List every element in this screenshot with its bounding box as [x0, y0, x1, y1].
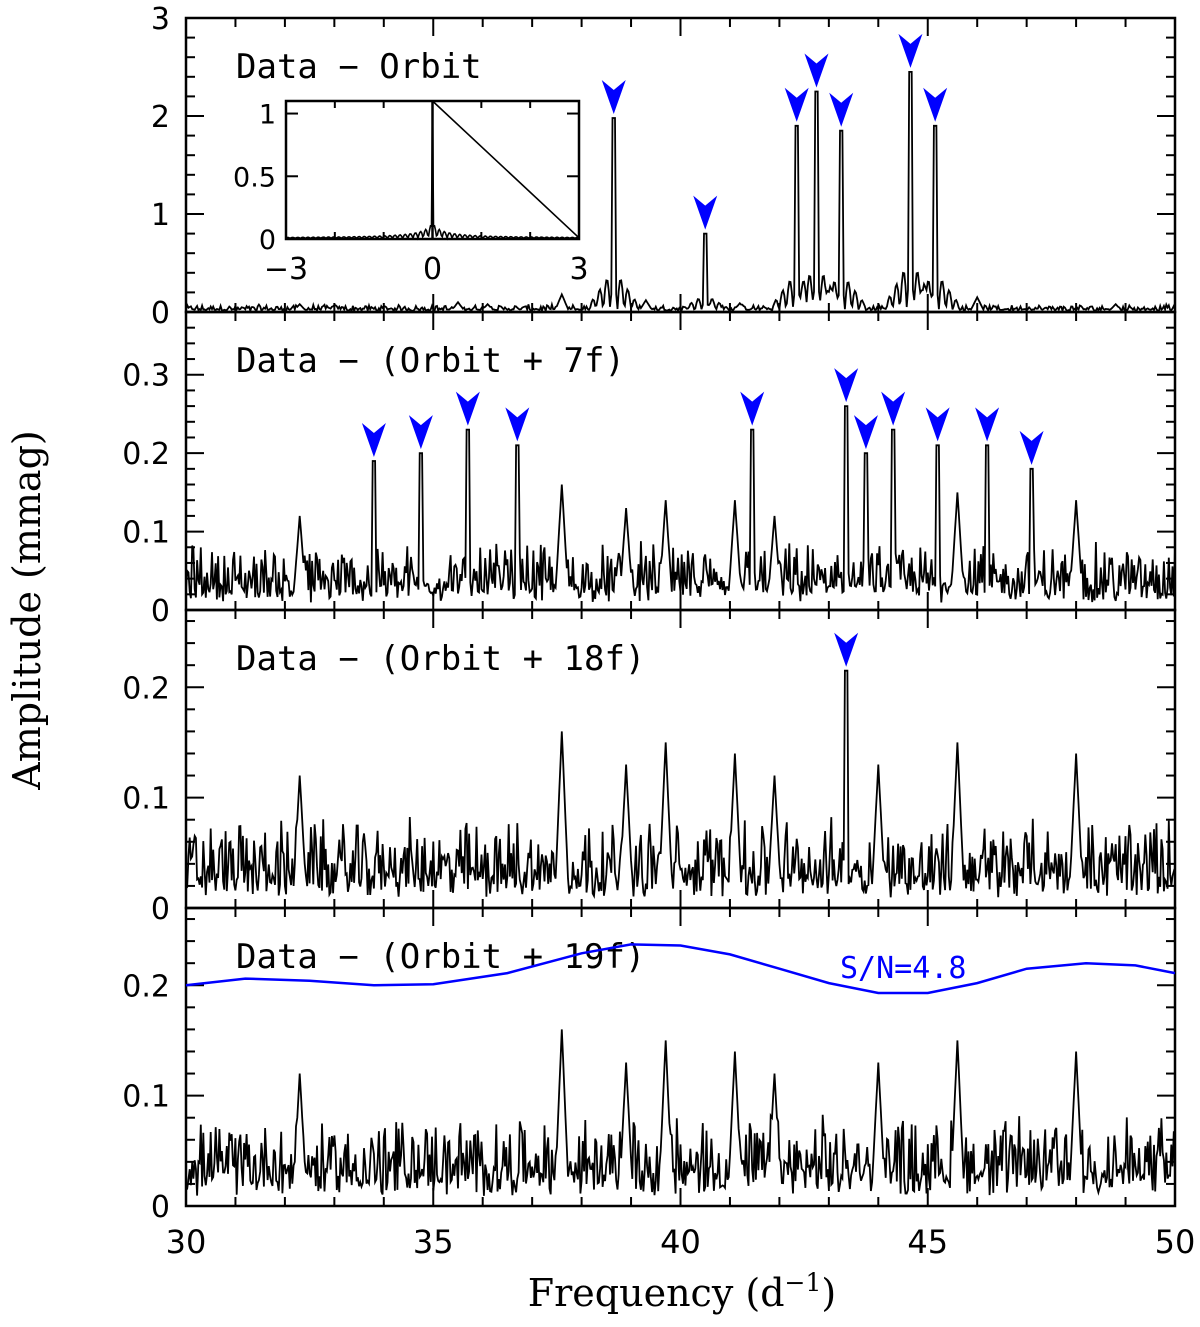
y-tick-label: 0: [151, 594, 170, 629]
peak-marker: [881, 391, 906, 426]
x-axis-label: Frequency (d−1): [528, 1268, 836, 1315]
peak-marker: [975, 407, 1000, 442]
peak-marker: [601, 79, 626, 114]
x-tick-label: 50: [1155, 1223, 1196, 1261]
y-tick-label: 0.2: [122, 437, 170, 472]
y-tick-label: 0.3: [122, 359, 170, 394]
y-tick-label: 1: [151, 198, 170, 233]
panel-label-2: Data − (Orbit + 7f): [236, 341, 625, 381]
peak-marker: [923, 87, 948, 122]
y-tick-label: 2: [151, 100, 170, 135]
x-axis-label-sup: −1: [785, 1268, 822, 1297]
peak-marker: [693, 195, 718, 230]
y-tick-label: 0.2: [122, 969, 170, 1004]
y-tick-label: 0: [151, 296, 170, 331]
peak-marker: [853, 415, 878, 450]
peak-marker: [829, 92, 854, 127]
x-tick-label: 30: [166, 1223, 207, 1261]
x-axis-label-main: Frequency (d: [528, 1271, 785, 1315]
x-tick-label: 45: [907, 1223, 948, 1261]
panel-label-1: Data − Orbit: [236, 47, 482, 87]
peak-marker: [455, 391, 480, 426]
x-axis-label-close: ): [821, 1271, 836, 1315]
peak-marker: [740, 391, 765, 426]
peak-marker: [925, 407, 950, 442]
sn-threshold-label: S/N=4.8: [840, 951, 966, 986]
inset-y-tick-label: 0: [259, 225, 276, 256]
y-tick-label: 0.1: [122, 782, 170, 817]
y-tick-label: 0.1: [122, 1080, 170, 1115]
peak-marker: [834, 632, 859, 667]
inset-y-tick-label: 1: [259, 100, 276, 131]
spectrum-line-panel-4: [186, 1029, 1175, 1196]
peak-marker: [804, 53, 829, 88]
peak-marker: [834, 368, 859, 403]
panel-label-3: Data − (Orbit + 18f): [236, 639, 645, 679]
y-tick-label: 3: [151, 2, 170, 37]
x-tick-label: 35: [413, 1223, 454, 1261]
peak-marker: [898, 33, 923, 68]
panel-label-4: Data − (Orbit + 19f): [236, 937, 645, 977]
y-tick-label: 0: [151, 892, 170, 927]
inset-x-tick-label: 3: [569, 252, 588, 287]
inset-x-tick-label: 0: [423, 252, 442, 287]
y-tick-label: 0.1: [122, 516, 170, 551]
peak-marker: [1019, 430, 1044, 465]
x-tick-label: 40: [660, 1223, 701, 1261]
spectrum-line-panel-2: [186, 405, 1175, 603]
inset-x-tick-label: −3: [264, 252, 308, 287]
y-axis-label: Amplitude (mmag): [5, 430, 49, 790]
peak-marker: [784, 87, 809, 122]
y-tick-label: 0: [151, 1190, 170, 1225]
peak-marker: [408, 415, 433, 450]
y-tick-label: 0.2: [122, 671, 170, 706]
peak-marker: [361, 423, 386, 457]
inset-y-tick-label: 0.5: [233, 162, 276, 193]
spectrum-line-panel-3: [186, 669, 1175, 899]
sn-threshold-line: [185, 943, 1176, 995]
peak-marker: [505, 407, 530, 442]
